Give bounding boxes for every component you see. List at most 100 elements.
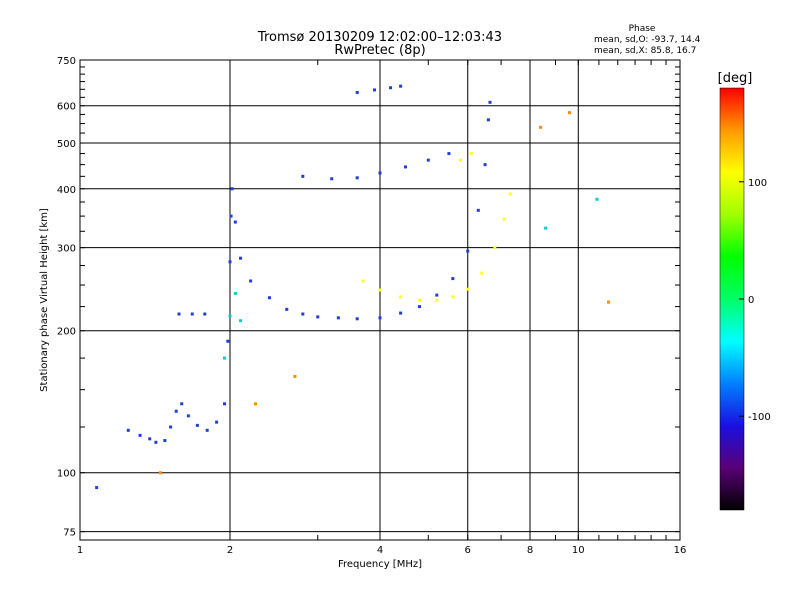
data-point [138, 433, 142, 437]
data-point [607, 300, 611, 304]
x-tick-label: 10 [572, 545, 585, 556]
data-point [301, 312, 305, 316]
data-point [203, 312, 207, 316]
data-point [399, 84, 403, 88]
grid-lines [80, 60, 680, 540]
data-point [458, 158, 462, 162]
y-axis-label: Stationary phase Virtual Height [km] [39, 208, 50, 392]
stats-line-x: mean, sd,X: 85.8, 16.7 [594, 46, 696, 56]
data-point [502, 217, 506, 221]
data-point [595, 197, 599, 201]
data-point [544, 226, 548, 230]
data-point [174, 409, 178, 413]
colorbar-ticks: -100 0 100 [739, 178, 771, 423]
data-point [228, 314, 232, 318]
data-point [435, 293, 439, 297]
data-point [148, 437, 152, 441]
data-point [229, 214, 233, 218]
data-point [355, 317, 359, 321]
y-tick-label: 500 [57, 139, 76, 150]
colorbar-tick-label: 0 [748, 295, 754, 306]
y-tick-label: 75 [63, 528, 76, 539]
x-tick-label: 16 [674, 545, 687, 556]
data-point [223, 402, 227, 406]
chart-subtitle: RwPretec (8p) [334, 43, 425, 58]
data-point [378, 171, 382, 175]
data-point [539, 125, 543, 129]
y-tick-label: 100 [57, 469, 76, 480]
data-point [267, 296, 271, 300]
data-point [488, 100, 492, 104]
data-point [226, 339, 230, 343]
data-point [486, 118, 490, 122]
data-point [158, 471, 162, 475]
data-point [186, 414, 190, 418]
x-tick-label: 1 [77, 545, 83, 556]
data-point [389, 86, 393, 90]
y-tick-label: 750 [57, 56, 76, 67]
data-point [451, 277, 455, 281]
data-point [301, 174, 305, 178]
data-point [233, 220, 237, 224]
data-point [355, 90, 359, 94]
data-point [378, 316, 382, 320]
data-point [330, 177, 334, 181]
data-point [483, 163, 487, 167]
data-point [361, 279, 365, 283]
y-tick-label: 400 [57, 185, 76, 196]
data-point [233, 291, 237, 295]
data-point [476, 208, 480, 212]
data-point [508, 192, 512, 196]
data-point [180, 402, 184, 406]
stats-line-o: mean, sd,O: -93.7, 14.4 [594, 35, 701, 45]
data-point [469, 152, 473, 156]
x-axis-label: Frequency [MHz] [338, 559, 422, 570]
colorbar-tick-label: 100 [748, 178, 767, 189]
data-point [451, 295, 455, 299]
data-point [223, 356, 227, 360]
data-point [215, 420, 219, 424]
data-points [95, 84, 611, 490]
data-point [230, 187, 234, 191]
data-point [399, 295, 403, 299]
data-point [480, 271, 484, 275]
data-point [253, 402, 257, 406]
y-tick-label: 300 [57, 244, 76, 255]
data-point [95, 486, 99, 490]
data-point [169, 425, 173, 429]
data-point [466, 287, 470, 291]
data-point [403, 165, 407, 169]
x-tick-label: 4 [377, 545, 383, 556]
data-point [228, 260, 232, 264]
y-tick-label: 600 [57, 102, 76, 113]
data-point [355, 176, 359, 180]
data-point [466, 249, 470, 253]
data-point [417, 298, 421, 302]
stats-heading: Phase [629, 24, 656, 34]
data-point [239, 256, 243, 260]
data-point [163, 439, 167, 443]
colorbar-tick-label: -100 [748, 412, 771, 423]
data-point [205, 428, 209, 432]
y-axis: 75 100 200 300 400 500 600 750 [57, 56, 680, 539]
data-point [399, 311, 403, 315]
data-point [285, 307, 289, 311]
chart-title: Tromsø 20130209 12:02:00–12:03:43 [257, 30, 502, 45]
data-point [426, 158, 430, 162]
data-point [336, 316, 340, 320]
data-point [447, 152, 451, 156]
colorbar-label: [deg] [718, 71, 753, 86]
data-point [493, 246, 497, 250]
y-tick-label: 200 [57, 327, 76, 338]
data-point [249, 279, 253, 283]
data-point [373, 88, 377, 92]
x-tick-label: 2 [227, 545, 233, 556]
data-point [190, 312, 194, 316]
x-tick-label: 6 [465, 545, 471, 556]
data-point [293, 374, 297, 378]
data-point [195, 423, 199, 427]
data-point [154, 440, 158, 444]
data-point [177, 312, 181, 316]
data-point [567, 111, 571, 115]
